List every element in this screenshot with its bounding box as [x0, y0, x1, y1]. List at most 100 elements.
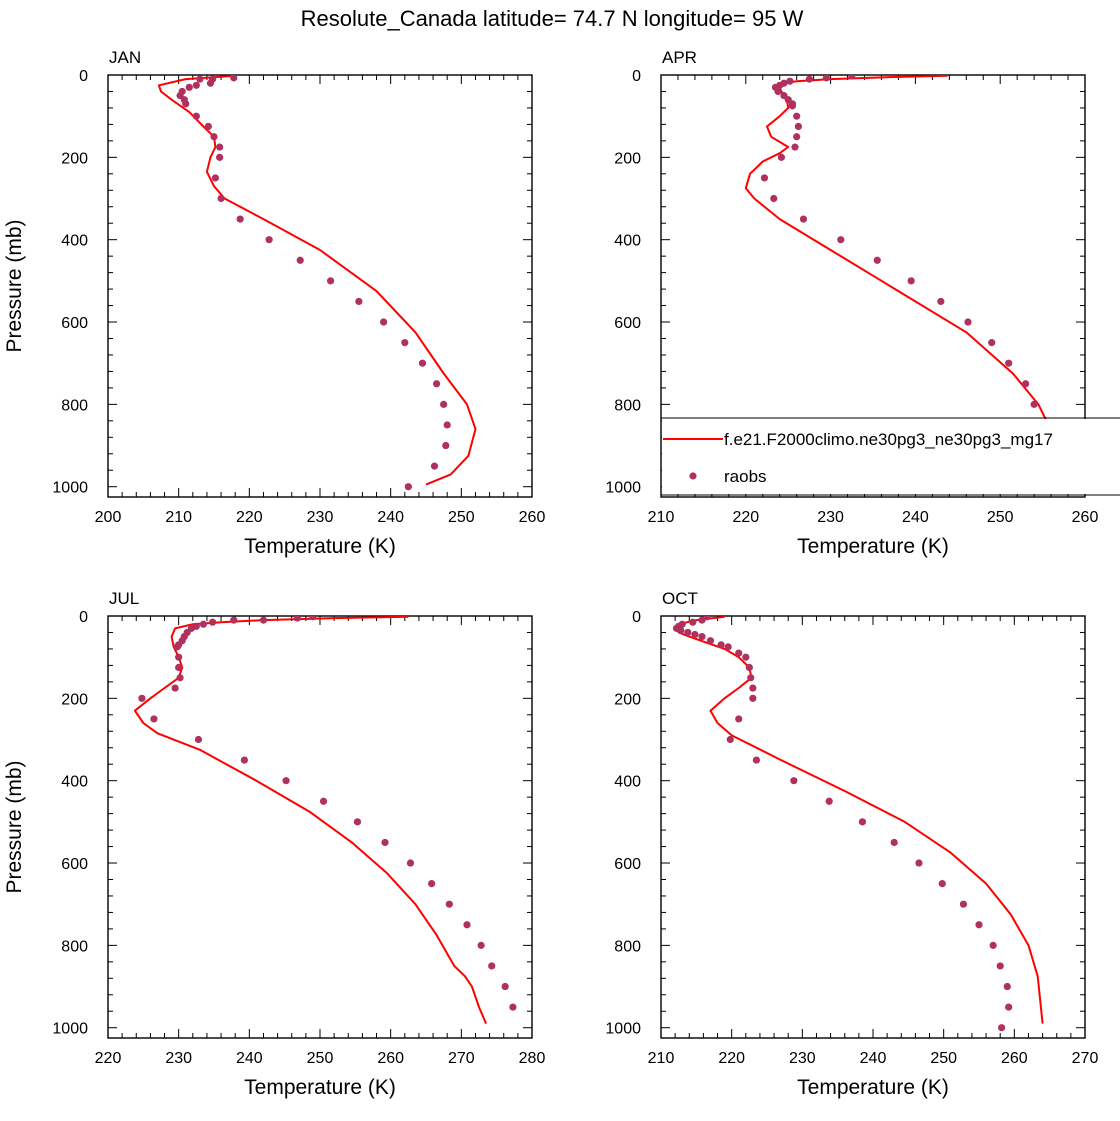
- obs-point: [265, 236, 273, 244]
- obs-point: [735, 649, 743, 657]
- obs-point: [791, 143, 799, 151]
- model-line: [133, 616, 488, 1024]
- obs-point: [442, 441, 450, 450]
- obs-point: [975, 921, 983, 929]
- x-tick-label: 230: [817, 509, 844, 526]
- obs-point: [282, 777, 290, 785]
- obs-point: [794, 122, 802, 131]
- obs-point: [742, 653, 750, 661]
- x-tick-label: 220: [236, 509, 263, 526]
- panel-month-label: JUL: [109, 589, 139, 608]
- y-tick-label: 200: [614, 150, 641, 167]
- x-tick-label: 240: [377, 509, 404, 526]
- y-tick-label: 800: [614, 397, 641, 414]
- obs-point: [749, 684, 757, 692]
- obs-point: [353, 818, 362, 826]
- obs-point: [825, 797, 833, 805]
- obs-point: [873, 256, 881, 264]
- data-layer: [157, 75, 477, 491]
- obs-point: [907, 277, 915, 285]
- x-tick-label: 230: [307, 509, 334, 526]
- obs-point: [418, 359, 427, 367]
- obs-point: [890, 838, 898, 847]
- obs-point: [296, 256, 304, 264]
- obs-point: [726, 735, 734, 744]
- obs-point: [689, 618, 697, 626]
- obs-point: [259, 616, 268, 624]
- x-tick-label: 260: [519, 509, 546, 526]
- panels: 200 210 220 230 240 250 260 0 200 400 600 800 1000 Te…: [3, 48, 1120, 1099]
- y-tick-label: 200: [614, 691, 641, 708]
- obs-point: [150, 715, 158, 723]
- obs-point: [706, 637, 715, 645]
- y-axis-label: Pressure (mb): [3, 219, 26, 352]
- panel-month-label: OCT: [662, 589, 698, 608]
- obs-point: [717, 641, 725, 649]
- x-tick-label: 270: [1072, 1050, 1099, 1067]
- legend-obs-swatch: [689, 472, 697, 480]
- obs-point: [788, 102, 797, 110]
- obs-point: [793, 133, 801, 141]
- obs-point: [858, 818, 867, 826]
- data-layer: [672, 616, 1044, 1032]
- obs-point: [698, 632, 706, 641]
- obs-point: [691, 630, 699, 639]
- x-tick-label: 220: [732, 509, 759, 526]
- obs-point: [509, 1003, 517, 1011]
- y-tick-label: 400: [614, 774, 641, 791]
- obs-point: [216, 143, 224, 151]
- x-tick-label: 200: [95, 509, 122, 526]
- x-axis-label: Temperature (K): [244, 1076, 396, 1099]
- obs-point: [774, 87, 782, 96]
- obs-point: [138, 694, 146, 702]
- obs-point: [433, 380, 441, 388]
- panel-jul: 220 230 240 250 260 270 280 0 200 400 600 800 1000 Te…: [3, 589, 545, 1099]
- x-tick-label: 230: [165, 1050, 192, 1067]
- y-tick-label: 0: [79, 68, 88, 85]
- obs-point: [440, 400, 448, 408]
- y-tick-label: 1000: [52, 480, 88, 497]
- obs-point: [206, 79, 215, 87]
- obs-point: [199, 620, 207, 628]
- x-tick-label: 210: [648, 1050, 675, 1067]
- obs-point: [185, 83, 193, 91]
- obs-point: [488, 962, 496, 970]
- obs-point: [175, 663, 183, 672]
- obs-point: [230, 75, 238, 82]
- y-tick-label: 800: [614, 938, 641, 955]
- x-tick-label: 240: [236, 1050, 263, 1067]
- obs-point: [770, 194, 778, 203]
- obs-point: [989, 941, 997, 949]
- obs-point: [430, 462, 439, 470]
- obs-point: [988, 339, 996, 347]
- x-tick-label: 270: [448, 1050, 475, 1067]
- obs-point: [192, 112, 200, 120]
- x-tick-label: 260: [377, 1050, 404, 1067]
- obs-point: [216, 153, 224, 161]
- obs-point: [805, 75, 814, 83]
- obs-point: [428, 880, 436, 888]
- obs-point: [1030, 400, 1038, 408]
- obs-point: [355, 297, 363, 306]
- model-line: [157, 75, 477, 486]
- obs-point: [698, 616, 706, 624]
- obs-point: [240, 756, 248, 764]
- obs-point: [1022, 380, 1030, 388]
- obs-point: [463, 921, 471, 929]
- y-tick-label: 1000: [605, 1021, 641, 1038]
- obs-point: [230, 616, 238, 624]
- obs-point: [777, 153, 786, 161]
- x-tick-label: 230: [789, 1050, 816, 1067]
- obs-point: [724, 643, 732, 651]
- obs-point: [937, 297, 945, 306]
- obs-point: [406, 859, 415, 867]
- y-tick-label: 1000: [605, 480, 641, 497]
- y-tick-label: 200: [61, 150, 88, 167]
- x-tick-label: 210: [165, 509, 192, 526]
- obs-point: [747, 674, 755, 682]
- obs-point: [793, 112, 801, 120]
- x-tick-label: 250: [448, 509, 475, 526]
- plot-frame: [107, 615, 533, 1039]
- plot-frame: [660, 74, 1086, 498]
